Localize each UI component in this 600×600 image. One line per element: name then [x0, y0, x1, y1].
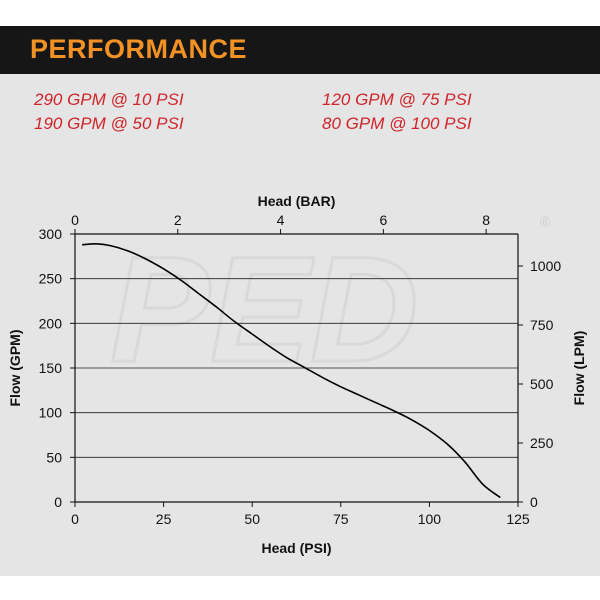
y2-tick-label: 250	[530, 435, 554, 451]
spec-line: 80 GPM @ 100 PSI	[322, 114, 472, 133]
y2-axis-title: Flow (LPM)	[571, 331, 587, 406]
x2-axis-title: Head (BAR)	[258, 193, 336, 209]
watermark-registered-mark: ®	[540, 213, 551, 229]
y-tick-label: 100	[39, 405, 63, 421]
performance-curve	[82, 242, 501, 499]
spec-line: 120 GPM @ 75 PSI	[322, 90, 472, 109]
y-tick-label: 200	[39, 315, 63, 331]
specs-left: 290 GPM @ 10 PSI 190 GPM @ 50 PSI	[34, 88, 184, 136]
y-tick-label: 300	[39, 226, 63, 242]
banner: PERFORMANCE	[0, 26, 600, 74]
y-tick-label: 50	[46, 449, 62, 465]
x2-tick-label: 2	[174, 212, 182, 228]
spec-line: 190 GPM @ 50 PSI	[34, 114, 184, 133]
y-tick-label: 0	[54, 494, 62, 510]
x-tick-label: 125	[506, 511, 530, 527]
y2-tick-label: 750	[530, 317, 554, 333]
watermark-logo: PED	[110, 225, 418, 393]
x-axis-title: Head (PSI)	[261, 540, 331, 556]
x2-tick-label: 8	[482, 212, 490, 228]
series	[82, 242, 501, 499]
specs-right: 120 GPM @ 75 PSI 80 GPM @ 100 PSI	[322, 88, 472, 136]
spec-line: 290 GPM @ 10 PSI	[34, 90, 184, 109]
x-tick-label: 50	[244, 511, 260, 527]
y2-tick-label: 1000	[530, 258, 561, 274]
x2-tick-label: 6	[379, 212, 387, 228]
x-tick-label: 100	[418, 511, 442, 527]
banner-title: PERFORMANCE	[30, 34, 248, 64]
x2-tick-label: 4	[277, 212, 285, 228]
performance-panel: PERFORMANCE 290 GPM @ 10 PSI 190 GPM @ 5…	[0, 26, 600, 576]
x-tick-label: 0	[71, 511, 79, 527]
y2-tick-label: 500	[530, 376, 554, 392]
x2-tick-label: 0	[71, 212, 79, 228]
y-axis-title: Flow (GPM)	[7, 330, 23, 407]
axis-labels: Head (PSI) Head (BAR) Flow (GPM) Flow (LPM)	[7, 193, 587, 556]
watermark: PED ®	[109, 213, 552, 395]
x-tick-label: 25	[156, 511, 172, 527]
y-tick-label: 250	[39, 271, 63, 287]
x-tick-label: 75	[333, 511, 349, 527]
y2-tick-label: 0	[530, 494, 538, 510]
y-tick-label: 150	[39, 360, 63, 376]
